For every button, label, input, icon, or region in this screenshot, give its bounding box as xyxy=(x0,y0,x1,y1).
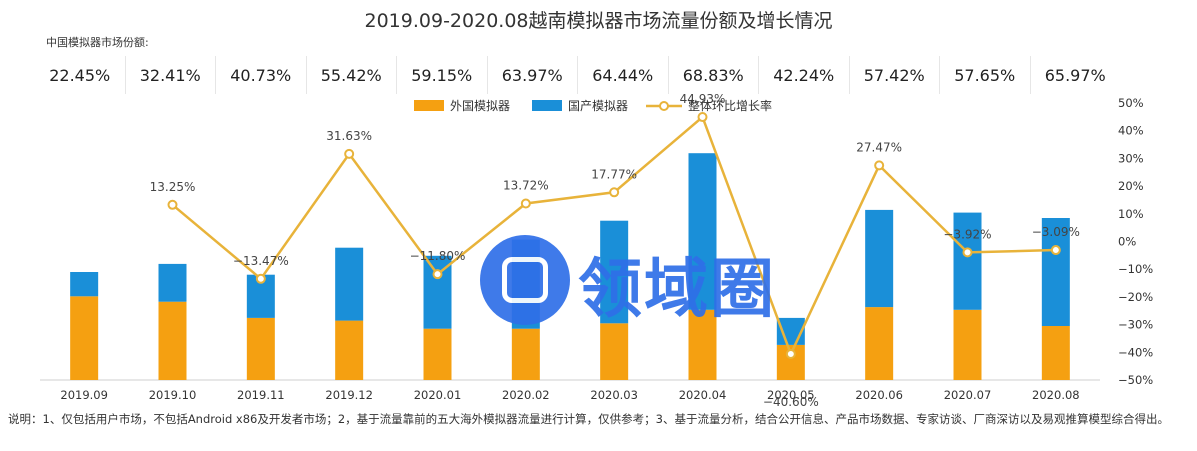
growth-point xyxy=(962,247,973,258)
growth-data-label: 44.93% xyxy=(680,92,726,106)
share-value: 68.83% xyxy=(669,56,759,94)
legend-label-growth: 整体环比增长率 xyxy=(688,98,772,113)
share-value: 42.24% xyxy=(759,56,850,94)
y2-tick-label: 10% xyxy=(1118,207,1144,221)
x-tick-label: 2020.06 xyxy=(855,388,903,402)
bar-foreign xyxy=(865,307,894,380)
growth-point xyxy=(1050,245,1061,256)
legend-label-foreign: 外国模拟器 xyxy=(450,99,510,113)
growth-data-label: 13.72% xyxy=(503,178,549,192)
share-value: 59.15% xyxy=(397,56,488,94)
y2-tick-label: 0% xyxy=(1118,235,1136,249)
share-value: 22.45% xyxy=(35,56,126,94)
growth-point xyxy=(697,112,708,123)
x-tick-label: 2020.07 xyxy=(944,388,992,402)
y2-tick-label: −50% xyxy=(1118,373,1153,387)
x-tick-label: 2019.09 xyxy=(60,388,108,402)
x-tick-label: 2019.12 xyxy=(325,388,373,402)
watermark-logo-icon xyxy=(480,235,570,325)
x-tick-label: 2020.01 xyxy=(414,388,462,402)
legend-marker-growth xyxy=(659,101,669,111)
x-tick-label: 2020.02 xyxy=(502,388,550,402)
x-tick-label: 2019.10 xyxy=(149,388,197,402)
y2-tick-label: −10% xyxy=(1118,262,1153,276)
share-subtitle: 中国模拟器市场份额: xyxy=(46,36,149,49)
growth-data-label: −13.47% xyxy=(233,254,289,268)
share-value: 40.73% xyxy=(216,56,307,94)
y2-tick-label: −40% xyxy=(1118,345,1153,359)
bar-foreign xyxy=(158,301,187,380)
growth-data-label: 31.63% xyxy=(326,129,372,143)
growth-point xyxy=(344,148,355,159)
bar-foreign xyxy=(246,317,275,380)
footnote: 说明：1、仅包括用户市场，不包括Android x86及开发者市场；2，基于流量… xyxy=(8,412,1169,426)
share-value: 57.42% xyxy=(850,56,940,94)
bar-foreign xyxy=(70,296,99,380)
x-tick-label: 2020.08 xyxy=(1032,388,1080,402)
share-value: 63.97% xyxy=(488,56,578,94)
legend-swatch-domestic xyxy=(532,100,562,111)
share-value: 65.97% xyxy=(1044,65,1106,85)
legend-swatch-foreign xyxy=(414,100,444,111)
y2-tick-label: 30% xyxy=(1118,151,1144,165)
bar-foreign xyxy=(600,323,629,380)
bar-domestic xyxy=(158,263,187,302)
y2-tick-label: 40% xyxy=(1118,124,1144,138)
growth-point xyxy=(167,199,178,210)
bar-foreign xyxy=(688,309,717,380)
growth-point xyxy=(874,160,885,171)
growth-point xyxy=(255,273,266,284)
x-tick-label: 2020.03 xyxy=(590,388,638,402)
bar-foreign xyxy=(423,328,452,380)
share-value: 57.65% xyxy=(940,56,1031,94)
bar-domestic xyxy=(600,220,629,324)
y2-tick-label: −30% xyxy=(1118,318,1153,332)
share-value: 64.44% xyxy=(578,56,669,94)
growth-data-label: −3.92% xyxy=(943,227,991,241)
growth-data-label: 13.25% xyxy=(150,180,196,194)
bar-foreign xyxy=(335,320,364,380)
bar-domestic xyxy=(865,209,894,308)
y2-tick-label: 50% xyxy=(1118,96,1144,110)
bar-foreign xyxy=(953,309,982,380)
x-tick-label: 2020.05 xyxy=(767,388,815,402)
growth-data-label: 17.77% xyxy=(591,167,637,181)
x-tick-label: 2019.11 xyxy=(237,388,285,402)
growth-data-label: −3.09% xyxy=(1032,225,1080,239)
legend-label-domestic: 国产模拟器 xyxy=(568,99,628,113)
y2-tick-label: −20% xyxy=(1118,290,1153,304)
share-row: 22.45% 32.41% 40.73% 55.42% 59.15% 63.97… xyxy=(35,56,1120,94)
y2-tick-label: 20% xyxy=(1118,179,1144,193)
growth-point xyxy=(609,187,620,198)
bar-foreign xyxy=(511,328,540,380)
growth-point xyxy=(432,269,443,280)
bar-domestic xyxy=(688,153,717,310)
growth-point xyxy=(785,348,796,359)
bar-domestic xyxy=(1041,218,1070,326)
growth-data-label: −40.60% xyxy=(763,395,819,409)
x-tick-label: 2020.04 xyxy=(679,388,727,402)
bar-foreign xyxy=(1041,326,1070,380)
growth-data-label: 27.47% xyxy=(856,140,902,154)
bar-domestic xyxy=(70,272,99,297)
chart-title: 2019.09-2020.08越南模拟器市场流量份额及增长情况 xyxy=(364,10,833,32)
share-value: 32.41% xyxy=(126,56,216,94)
watermark-text: 领域圈 xyxy=(578,253,776,327)
share-value: 55.42% xyxy=(307,56,397,94)
bar-domestic xyxy=(335,247,364,321)
growth-point xyxy=(520,198,531,209)
bar-domestic xyxy=(953,212,982,310)
growth-data-label: −11.80% xyxy=(410,249,466,263)
